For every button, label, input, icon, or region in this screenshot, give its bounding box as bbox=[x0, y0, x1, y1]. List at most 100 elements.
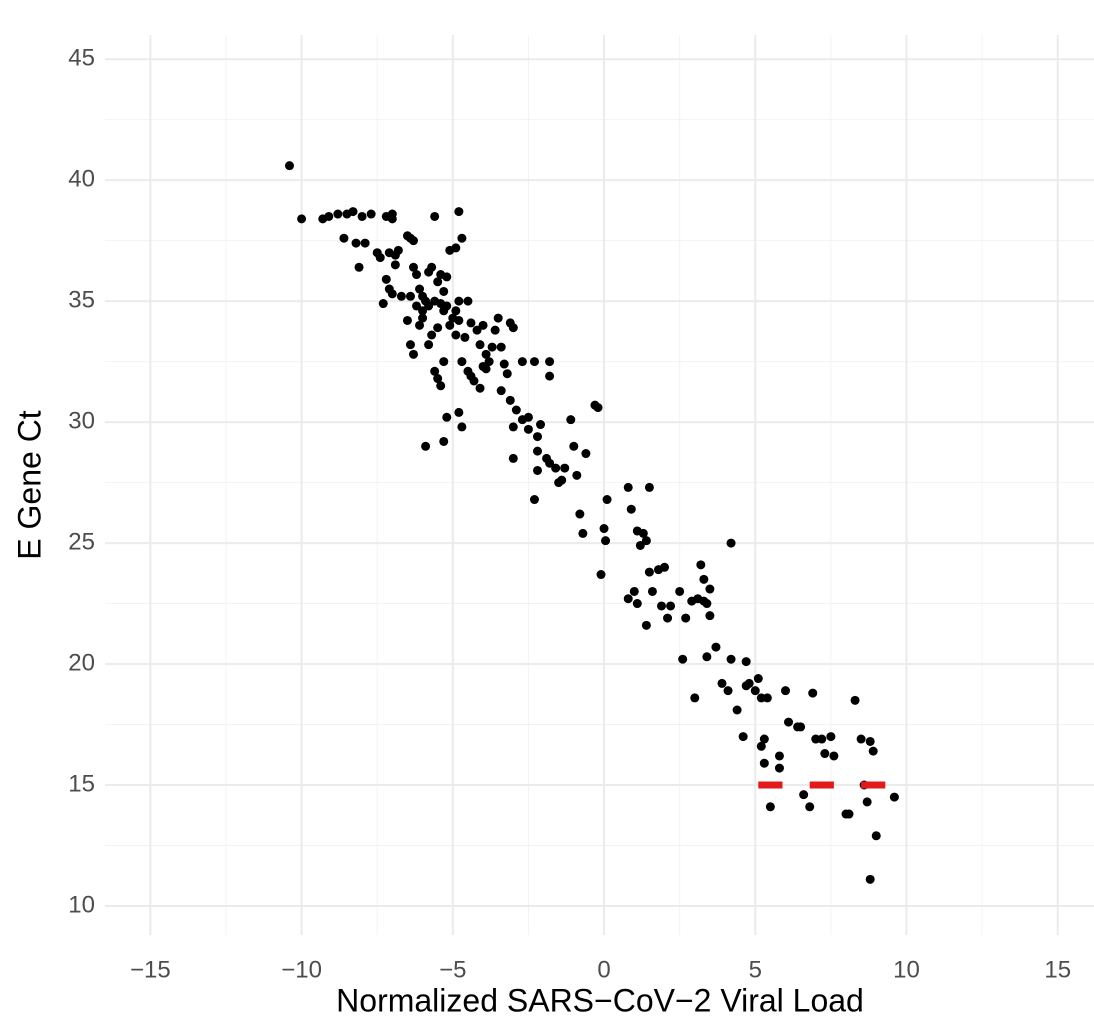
point bbox=[442, 412, 452, 422]
point bbox=[759, 758, 769, 768]
point bbox=[439, 306, 449, 316]
point bbox=[545, 371, 555, 381]
point bbox=[451, 243, 461, 253]
y-tick-label: 30 bbox=[68, 407, 95, 434]
point bbox=[784, 717, 794, 727]
point bbox=[644, 482, 654, 492]
point bbox=[657, 601, 667, 611]
point bbox=[632, 599, 642, 609]
point bbox=[360, 238, 370, 248]
point bbox=[723, 686, 733, 696]
point bbox=[871, 831, 881, 841]
point bbox=[666, 601, 676, 611]
point bbox=[699, 574, 709, 584]
point bbox=[508, 453, 518, 463]
point bbox=[284, 161, 294, 171]
point bbox=[333, 209, 343, 219]
point bbox=[868, 746, 878, 756]
point bbox=[418, 306, 428, 316]
point bbox=[457, 422, 467, 432]
point bbox=[415, 284, 425, 294]
point bbox=[445, 320, 455, 330]
y-tick-label: 40 bbox=[68, 166, 95, 193]
point bbox=[454, 315, 464, 325]
point bbox=[705, 611, 715, 621]
y-tick-label: 25 bbox=[68, 528, 95, 555]
point bbox=[436, 381, 446, 391]
point bbox=[408, 349, 418, 359]
point bbox=[629, 586, 639, 596]
x-tick-label: 10 bbox=[893, 956, 920, 983]
point bbox=[412, 301, 422, 311]
point bbox=[463, 296, 473, 306]
point bbox=[638, 528, 648, 538]
point bbox=[551, 463, 561, 473]
point bbox=[517, 357, 527, 367]
point bbox=[799, 790, 809, 800]
y-tick-label: 35 bbox=[68, 286, 95, 313]
point bbox=[466, 318, 476, 328]
point bbox=[393, 245, 403, 255]
x-tick-label: 0 bbox=[597, 956, 610, 983]
point bbox=[593, 403, 603, 413]
point bbox=[405, 340, 415, 350]
point bbox=[690, 693, 700, 703]
point bbox=[741, 681, 751, 691]
point bbox=[490, 325, 500, 335]
point bbox=[523, 412, 533, 422]
point bbox=[523, 424, 533, 434]
point bbox=[430, 366, 440, 376]
point bbox=[324, 211, 334, 221]
point bbox=[865, 874, 875, 884]
point bbox=[439, 436, 449, 446]
point bbox=[850, 695, 860, 705]
point bbox=[387, 289, 397, 299]
y-tick-label: 10 bbox=[68, 891, 95, 918]
point bbox=[496, 342, 506, 352]
point bbox=[578, 528, 588, 538]
point bbox=[457, 357, 467, 367]
point bbox=[529, 495, 539, 505]
point bbox=[430, 211, 440, 221]
point bbox=[647, 586, 657, 596]
point bbox=[765, 802, 775, 812]
point bbox=[496, 386, 506, 396]
x-axis-label: Normalized SARS−CoV−2 Viral Load bbox=[336, 982, 864, 1018]
point bbox=[796, 722, 806, 732]
point bbox=[581, 449, 591, 459]
point bbox=[572, 470, 582, 480]
point bbox=[433, 323, 443, 333]
point bbox=[678, 654, 688, 664]
point bbox=[702, 652, 712, 662]
point bbox=[545, 458, 555, 468]
point bbox=[711, 642, 721, 652]
point bbox=[644, 567, 654, 577]
point bbox=[569, 441, 579, 451]
point bbox=[889, 792, 899, 802]
point bbox=[532, 432, 542, 442]
point bbox=[481, 349, 491, 359]
point bbox=[408, 236, 418, 246]
point bbox=[424, 340, 434, 350]
point bbox=[451, 330, 461, 340]
point bbox=[442, 272, 452, 282]
point bbox=[732, 705, 742, 715]
point bbox=[623, 482, 633, 492]
point bbox=[405, 291, 415, 301]
point bbox=[532, 446, 542, 456]
point bbox=[602, 495, 612, 505]
point bbox=[536, 420, 546, 430]
point bbox=[675, 586, 685, 596]
point bbox=[781, 686, 791, 696]
point bbox=[741, 657, 751, 667]
point bbox=[475, 383, 485, 393]
point bbox=[387, 214, 397, 224]
point bbox=[601, 536, 611, 546]
point bbox=[596, 570, 606, 580]
point bbox=[412, 270, 422, 280]
point bbox=[660, 562, 670, 572]
point bbox=[439, 357, 449, 367]
point bbox=[297, 214, 307, 224]
point bbox=[557, 475, 567, 485]
point bbox=[545, 357, 555, 367]
